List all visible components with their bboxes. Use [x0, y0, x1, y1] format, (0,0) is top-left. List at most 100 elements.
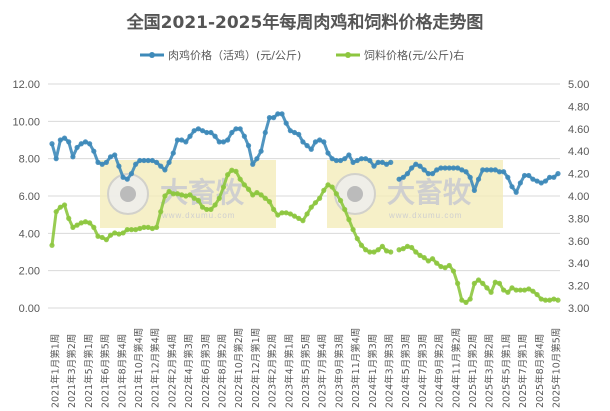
- data-point: [358, 156, 365, 162]
- data-point: [417, 252, 423, 258]
- data-point: [308, 204, 314, 210]
- series-chicken: [49, 111, 561, 195]
- data-point: [199, 204, 206, 210]
- data-point: [53, 156, 59, 162]
- right-tick-label: 3.20: [568, 281, 589, 293]
- data-point: [78, 141, 84, 147]
- data-point: [145, 157, 151, 164]
- data-point: [95, 233, 101, 239]
- data-point: [70, 224, 76, 230]
- data-point: [404, 243, 411, 249]
- right-axis: 3.00 3.20 3.40 3.60 3.80 4.00 4.20 4.40 4.60 4.80…: [568, 79, 589, 315]
- data-point: [521, 172, 528, 179]
- data-point: [321, 139, 327, 145]
- data-point: [375, 159, 381, 165]
- data-point: [455, 165, 461, 171]
- data-point: [429, 256, 436, 262]
- x-tick-label: 2022年10月第2周: [233, 328, 245, 408]
- data-point: [153, 224, 160, 230]
- left-tick-label: 10.00: [12, 116, 40, 128]
- left-tick-label: 12.00: [12, 79, 40, 91]
- data-point: [216, 195, 222, 201]
- data-point: [446, 262, 452, 269]
- data-point: [526, 286, 532, 292]
- data-point: [388, 249, 394, 255]
- data-point: [266, 199, 273, 205]
- data-point: [388, 159, 394, 165]
- data-point: [350, 159, 356, 165]
- data-point: [283, 120, 289, 126]
- series-feed: [49, 167, 561, 305]
- x-tick-label: 2025年7月第1周: [517, 334, 529, 408]
- data-point: [229, 167, 235, 173]
- data-point: [61, 202, 68, 208]
- data-point: [496, 280, 503, 286]
- x-tick-label: 2023年7月第4周: [317, 334, 329, 408]
- data-point: [204, 129, 210, 136]
- data-point: [229, 129, 235, 136]
- data-point: [95, 159, 101, 165]
- data-point: [333, 191, 339, 197]
- data-point: [475, 277, 482, 283]
- legend-item-feed[interactable]: 饲料价格(元/公斤)右: [336, 48, 464, 62]
- data-point: [225, 137, 231, 143]
- data-point: [82, 139, 89, 145]
- legend: 肉鸡价格（活鸡）(元/公斤) 饲料价格(元/公斤)右: [140, 48, 464, 62]
- data-point: [475, 176, 482, 182]
- data-point: [354, 235, 360, 242]
- data-point: [354, 157, 360, 164]
- data-point: [254, 156, 260, 162]
- data-point: [358, 242, 365, 248]
- data-point: [555, 171, 561, 177]
- data-point: [78, 220, 84, 226]
- data-point: [245, 143, 252, 149]
- data-point: [275, 212, 281, 218]
- data-point: [438, 165, 444, 171]
- data-point: [517, 287, 523, 293]
- x-tick-label: 2022年6月第3周: [200, 334, 212, 408]
- data-point: [291, 213, 298, 219]
- watermark-url: www.dxumu.com: [161, 211, 235, 220]
- data-point: [501, 287, 507, 293]
- x-tick-label: 2021年6月第5周: [100, 334, 112, 408]
- data-point: [191, 195, 197, 201]
- data-point: [480, 280, 486, 286]
- data-point: [459, 297, 465, 303]
- right-tick-label: 4.60: [568, 124, 589, 136]
- data-point: [91, 148, 97, 154]
- data-point: [463, 299, 469, 305]
- data-point: [271, 115, 277, 121]
- right-tick-label: 4.40: [568, 146, 589, 158]
- x-tick-label: 2021年12月第4周: [150, 328, 162, 408]
- data-point: [116, 231, 122, 237]
- data-point: [174, 137, 181, 143]
- data-point: [57, 137, 63, 143]
- data-point: [363, 247, 369, 253]
- chart-title: 全国2021-2025年每周肉鸡和饲料价格走势图: [126, 12, 484, 33]
- data-point: [191, 128, 197, 134]
- data-point: [534, 178, 540, 184]
- data-point: [317, 195, 323, 201]
- data-point: [321, 187, 327, 193]
- data-point: [492, 167, 498, 173]
- data-point: [250, 192, 256, 198]
- watermark-logo-eye: [120, 186, 136, 202]
- data-point: [133, 161, 139, 167]
- data-point: [258, 148, 264, 154]
- data-point: [216, 139, 222, 145]
- data-point: [538, 180, 544, 186]
- data-point: [371, 249, 377, 255]
- data-point: [128, 227, 135, 233]
- data-point: [409, 165, 415, 171]
- data-point: [166, 188, 172, 195]
- data-point: [208, 129, 214, 136]
- data-point: [183, 193, 189, 199]
- data-point: [179, 137, 185, 143]
- data-point: [174, 191, 181, 197]
- data-point: [488, 167, 494, 173]
- legend-item-chicken[interactable]: 肉鸡价格（活鸡）(元/公斤): [140, 48, 301, 62]
- data-point: [179, 192, 185, 198]
- data-point: [379, 159, 385, 165]
- x-tick-label: 2021年3月第2周: [66, 334, 78, 408]
